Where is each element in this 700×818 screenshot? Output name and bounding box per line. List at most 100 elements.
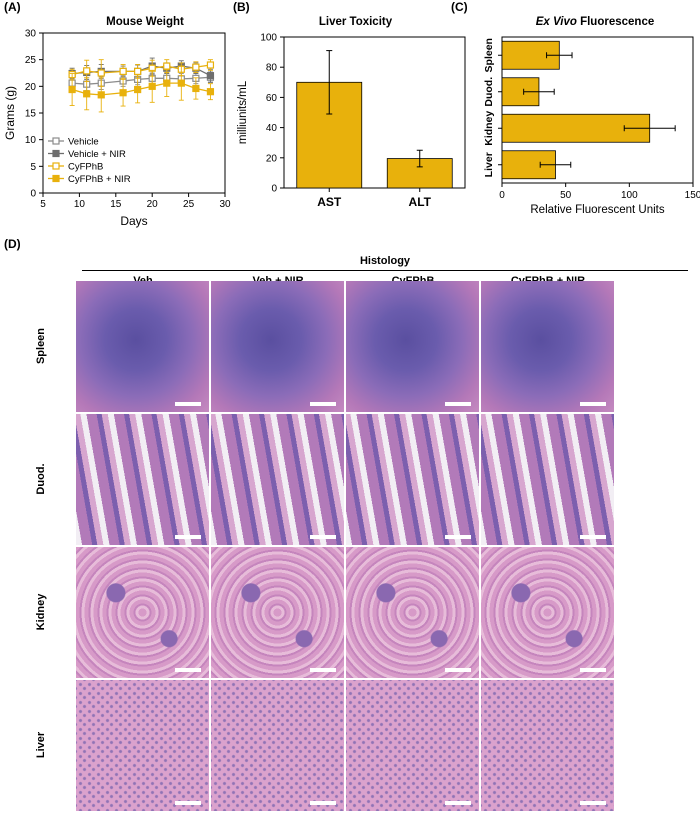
y-tick-label: 0 <box>271 184 277 195</box>
data-point <box>163 79 171 87</box>
legend-marker <box>52 149 60 158</box>
histology-image <box>346 281 479 412</box>
y-axis-label: milliunits/mL <box>237 80 249 144</box>
y-axis-label: Grams (g) <box>3 86 17 140</box>
scale-bar <box>445 402 471 406</box>
data-point <box>119 89 127 97</box>
y-tick-label: 5 <box>30 162 36 173</box>
histology-image <box>481 547 614 678</box>
histology-image <box>76 281 209 412</box>
histology-image <box>346 680 479 811</box>
histology-divider <box>82 270 688 271</box>
liver-toxicity-title: Liver Toxicity <box>318 16 393 28</box>
y-category-label: Duod. <box>483 77 495 107</box>
histology-image <box>481 281 614 412</box>
panel-label-c: (C) <box>451 0 468 14</box>
scale-bar <box>310 668 336 672</box>
histology-image <box>481 414 614 545</box>
scale-bar <box>175 801 201 805</box>
legend-label: Vehicle + NIR <box>68 149 126 160</box>
panel-label-a: (A) <box>4 0 21 14</box>
histology-image <box>346 414 479 545</box>
x-category-label: ALT <box>409 195 432 209</box>
series-line <box>72 76 211 85</box>
scale-bar <box>310 535 336 539</box>
data-point <box>83 67 91 75</box>
histology-title: Histology <box>359 255 411 267</box>
scale-bar <box>580 801 606 805</box>
scale-bar <box>310 801 336 805</box>
histology-image <box>76 547 209 678</box>
data-point <box>97 69 105 77</box>
plot-frame <box>501 36 694 184</box>
series-line <box>71 64 211 76</box>
scale-bar <box>175 402 201 406</box>
plot-frame <box>283 36 466 189</box>
histology-image <box>211 414 344 545</box>
histology-image <box>76 414 209 545</box>
row-header-liver: Liver <box>35 731 47 759</box>
liver-toxicity-chart: 0 20 40 60 80 100 milliunits/mL AST ALT <box>237 33 466 209</box>
x-tick-label: 150 <box>685 190 700 201</box>
ex-vivo-fluorescence-chart: 0 50 100 150 Relative Fluorescent Units Splee… <box>483 36 700 216</box>
data-point <box>83 90 91 98</box>
ex-vivo-title-italic: Ex Vivo <box>535 16 577 28</box>
data-point <box>163 62 171 70</box>
histology-image <box>346 547 479 678</box>
panel-label-b: (B) <box>233 0 250 14</box>
data-point <box>148 82 156 90</box>
data-point <box>206 61 215 69</box>
data-point <box>119 67 127 76</box>
data-point <box>134 67 142 76</box>
scale-bar <box>445 801 471 805</box>
y-tick-label: 60 <box>266 93 278 104</box>
y-tick-label: 100 <box>260 33 277 44</box>
scale-bar <box>580 402 606 406</box>
x-tick-label: 15 <box>110 199 122 210</box>
x-tick-label: 30 <box>219 199 231 210</box>
y-tick-label: 15 <box>25 109 37 120</box>
y-tick-label: 20 <box>25 82 37 93</box>
y-tick-label: 30 <box>25 29 37 40</box>
y-category-label: Kidney <box>483 111 495 146</box>
legend-label: CyFPhB + NIR <box>68 174 131 185</box>
x-tick-label: 5 <box>40 199 46 210</box>
data-point <box>192 63 200 71</box>
y-tick-label: 40 <box>266 123 278 134</box>
y-tick-label: 80 <box>266 63 278 74</box>
legend-marker <box>52 137 60 145</box>
x-tick-label: 20 <box>147 199 159 210</box>
x-axis-label: Relative Fluorescent Units <box>530 204 664 216</box>
bar <box>501 113 651 143</box>
scale-bar <box>310 402 336 406</box>
row-header-kidney: Kidney <box>35 593 47 631</box>
data-point <box>68 85 76 94</box>
scale-bar <box>175 668 201 672</box>
scale-bar <box>580 535 606 539</box>
data-point <box>192 84 200 93</box>
data-point <box>177 79 185 87</box>
data-point <box>97 91 105 99</box>
ex-vivo-title: Ex Vivo Fluorescence <box>495 16 695 28</box>
x-tick-label: 0 <box>499 190 505 201</box>
scale-bar <box>445 668 471 672</box>
ex-vivo-title-rest: Fluorescence <box>576 16 655 28</box>
data-point <box>134 85 142 94</box>
series-line <box>71 82 211 96</box>
row-header-duodenum: Duod. <box>35 463 47 495</box>
data-point <box>206 72 215 80</box>
histology-image-grid <box>76 281 616 816</box>
y-tick-label: 10 <box>25 135 37 146</box>
y-tick-label: 0 <box>30 189 36 200</box>
histology-image <box>211 547 344 678</box>
y-tick-label: 25 <box>25 55 37 66</box>
legend-marker <box>52 162 60 170</box>
histology-image <box>211 680 344 811</box>
data-point <box>206 88 215 96</box>
row-header-spleen: Spleen <box>35 327 47 365</box>
x-tick-label: 50 <box>560 190 572 201</box>
x-tick-label: 25 <box>183 199 195 210</box>
x-category-label: AST <box>317 195 342 209</box>
legend-label: Vehicle <box>68 137 99 148</box>
